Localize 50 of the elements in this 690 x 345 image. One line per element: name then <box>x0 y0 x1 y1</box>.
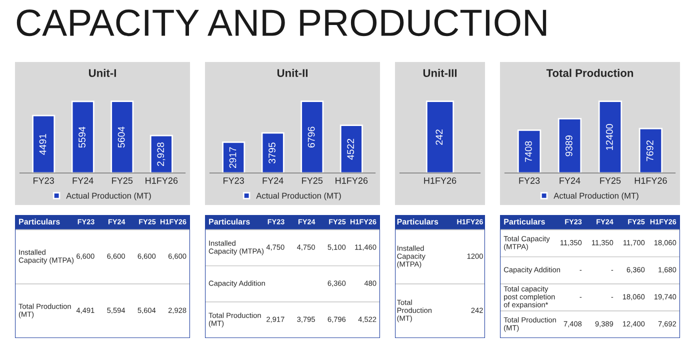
data-label: 2,928 <box>157 142 166 166</box>
x-tick-label: FY23 <box>224 177 244 184</box>
data-label: 4491 <box>39 134 46 155</box>
data-label: 5604 <box>118 126 125 148</box>
x-tick-label: FY23 <box>34 177 54 184</box>
data-label: 12400 <box>606 124 613 150</box>
bar <box>150 134 173 173</box>
data-label: 9389 <box>565 136 572 156</box>
x-tick-label: FY25 <box>112 177 133 184</box>
bar <box>598 100 622 173</box>
bar <box>222 142 246 173</box>
data-label: 7408 <box>525 141 532 162</box>
text: CAPACITY AND PRODUCTION <box>16 10 546 36</box>
data-label: 2917 <box>229 147 236 168</box>
bar <box>340 124 363 173</box>
x-tick-label: FY24 <box>560 177 580 184</box>
x-tick-label: H1FY26 <box>146 177 178 184</box>
data-label: 5594 <box>78 126 86 148</box>
category-label: Particulars <box>209 218 250 225</box>
bar <box>261 132 284 173</box>
legend-label: Actual Production (MT) <box>256 192 341 200</box>
legend-label: Actual Production (MT) <box>554 192 638 200</box>
data-label: 7692 <box>646 140 654 162</box>
data-label: 4522 <box>347 138 354 160</box>
chart-title: Unit-III <box>423 68 457 77</box>
bar <box>32 114 56 173</box>
data-label: 3795 <box>268 142 276 164</box>
x-tick-label: FY23 <box>519 177 540 184</box>
category-label: Particulars <box>19 218 60 225</box>
data-label: 6796 <box>308 126 315 148</box>
bar <box>558 118 582 173</box>
chart-title: Unit-I <box>88 68 116 77</box>
data-label: 242 <box>436 130 443 145</box>
bar <box>71 100 94 173</box>
bar <box>638 128 663 173</box>
x-tick-label: FY24 <box>72 177 94 184</box>
bar <box>517 129 542 173</box>
category-label: Particulars <box>397 218 438 225</box>
legend-label: Actual Production (MT) <box>66 192 151 200</box>
x-tick-label: H1FY26 <box>634 177 667 184</box>
chart-title: Unit-II <box>277 68 308 77</box>
category-label: Particulars <box>504 218 545 225</box>
bar <box>300 100 324 173</box>
x-tick-label: FY24 <box>262 177 284 184</box>
bar <box>110 100 134 173</box>
chart-title: Total Production <box>546 68 634 77</box>
x-tick-label: FY25 <box>302 177 323 184</box>
x-tick-label: H1FY26 <box>336 177 368 184</box>
x-tick-label: H1FY26 <box>424 177 456 184</box>
x-tick-label: FY25 <box>600 177 621 184</box>
